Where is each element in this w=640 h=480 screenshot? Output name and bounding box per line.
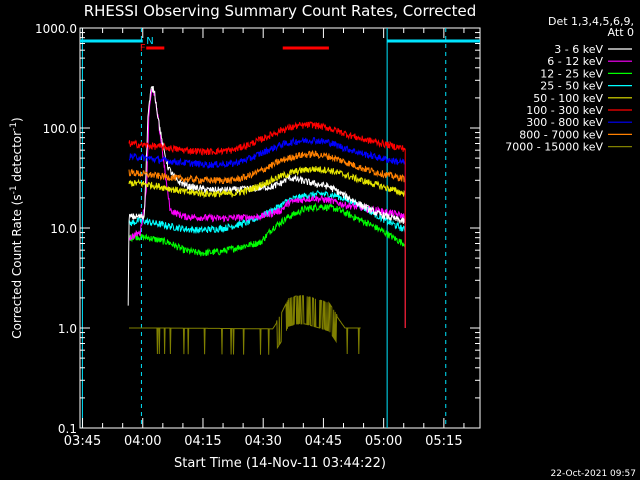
y-label-part2: detector <box>10 131 24 186</box>
series-line-3-6-kev <box>127 86 406 306</box>
x-tick-label-4: 04:45 <box>305 434 342 449</box>
legend-header-1: Att 0 <box>608 26 634 39</box>
x-tick-label-6: 05:15 <box>425 434 462 449</box>
y-label-part1: Corrected Count Rate (s <box>10 194 24 338</box>
series-line-300-800-kev <box>128 136 406 170</box>
y-tick-label-1: 100.0 <box>43 122 77 136</box>
legend-label-1: 6 - 12 keV <box>547 55 603 68</box>
legend-label-7: 800 - 7000 keV <box>519 128 603 141</box>
series-line-6-12-kev <box>128 88 406 241</box>
axes: 1000.0 100.0 10.0 1.0 0.103:45 04:00 04:15 04:3… <box>35 22 480 449</box>
x-tick-label-2: 04:15 <box>184 434 221 449</box>
date-stamp: 22-Oct-2021 09:57 <box>551 469 636 479</box>
x-tick-label-0: 03:45 <box>64 434 101 449</box>
y-tick-label-3: 1.0 <box>58 322 77 336</box>
x-tick-label-3: 04:30 <box>244 434 281 449</box>
y-tick-label-0: 1000.0 <box>35 22 77 36</box>
legend-label-5: 100 - 300 keV <box>526 104 603 117</box>
flag-markers: FN <box>140 36 329 54</box>
legend-label-0: 3 - 6 keV <box>554 43 603 56</box>
orbit-markers <box>80 28 480 428</box>
series-line-7000-15000-kev <box>129 295 361 355</box>
legend-label-6: 300 - 800 keV <box>526 116 603 129</box>
x-axis-label: Start Time (14-Nov-11 03:44:22) <box>174 456 386 471</box>
y-tick-label-2: 10.0 <box>50 222 77 236</box>
y-tick-label-4: 0.1 <box>58 422 77 436</box>
series-line-12-25-kev <box>128 202 406 257</box>
legend-label-8: 7000 - 15000 keV <box>505 141 603 154</box>
x-tick-label-1: 04:00 <box>124 434 161 449</box>
y-label-sup2: -1 <box>9 122 19 131</box>
legend-header-0: Det 1,3,4,5,6,9, <box>548 15 634 28</box>
y-label-sup1: -1 <box>9 185 19 194</box>
series-line-100-300-kev <box>128 121 406 156</box>
legend-label-2: 12 - 25 keV <box>540 67 603 80</box>
series-line-25-50-kev <box>128 189 406 234</box>
legend-label-4: 50 - 100 keV <box>533 92 603 105</box>
x-tick-label-5: 05:00 <box>365 434 402 449</box>
y-label-part3: ) <box>10 117 24 122</box>
series-line-50-100-kev <box>128 166 406 199</box>
flag-label-f: F <box>140 43 146 54</box>
chart-title: RHESSI Observing Summary Count Rates, Co… <box>84 2 477 20</box>
series-group <box>127 86 406 355</box>
legend-label-3: 25 - 50 keV <box>540 80 603 93</box>
flag-label-n: N <box>146 36 153 47</box>
y-axis-label: Corrected Count Rate (s-1 detector-1) <box>9 117 24 338</box>
series-line-800-7000-kev <box>128 149 406 185</box>
